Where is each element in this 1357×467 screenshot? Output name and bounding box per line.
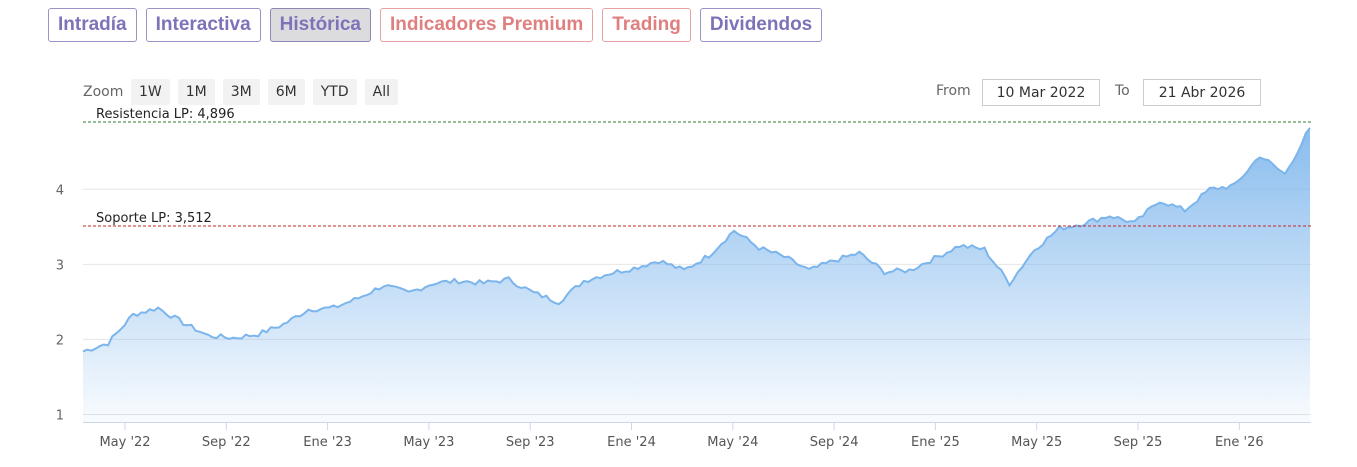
zoom-6m-button[interactable]: 6M [267, 79, 305, 105]
zoom-all-button[interactable]: All [364, 79, 398, 105]
resistance-label: Resistencia LP: 4,896 [96, 107, 235, 122]
x-tick-label: May '25 [1011, 435, 1062, 450]
from-label: From [936, 83, 971, 99]
tab-interactiva[interactable]: Interactiva [145, 8, 261, 42]
tab-dividendos[interactable]: Dividendos [699, 8, 823, 42]
x-tick-label: Sep '25 [1114, 435, 1163, 450]
y-tick-label: 1 [56, 408, 64, 423]
y-tick-label: 3 [56, 258, 64, 273]
price-line [82, 127, 1311, 353]
zoom-1m-button[interactable]: 1M [177, 79, 215, 105]
zoom-label: Zoom [83, 84, 124, 100]
x-tick-label: Ene '24 [607, 435, 656, 450]
x-tick-label: Ene '25 [911, 435, 960, 450]
x-tick-label: Sep '24 [810, 435, 859, 450]
y-tick-label: 4 [56, 183, 64, 198]
chart-tabs: Intradía Interactiva Histórica Indicadores … [48, 8, 823, 42]
tab-trading[interactable]: Trading [602, 8, 691, 42]
from-date-input[interactable]: 10 Mar 2022 [982, 79, 1100, 106]
tab-histórica[interactable]: Histórica [269, 8, 371, 42]
x-tick-label: Ene '26 [1215, 435, 1264, 450]
price-area [83, 127, 1310, 423]
zoom-ytd-button[interactable]: YTD [312, 79, 357, 105]
zoom-buttons: 1W 1M 3M 6M YTD All [131, 79, 398, 105]
x-tick-label: Sep '22 [202, 435, 251, 450]
x-tick-label: Ene '23 [303, 435, 352, 450]
support-label: Soporte LP: 3,512 [96, 211, 212, 226]
zoom-1w-button[interactable]: 1W [131, 79, 170, 105]
x-tick-label: Sep '23 [506, 435, 555, 450]
to-label: To [1115, 83, 1130, 99]
x-tick-label: May '23 [403, 435, 454, 450]
zoom-3m-button[interactable]: 3M [222, 79, 260, 105]
x-tick-label: May '22 [99, 435, 150, 450]
x-tick-label: May '24 [707, 435, 758, 450]
tab-indicadores-premium[interactable]: Indicadores Premium [379, 8, 594, 42]
to-date-input[interactable]: 21 Abr 2026 [1143, 79, 1261, 106]
y-tick-label: 2 [56, 333, 64, 348]
tab-intradía[interactable]: Intradía [48, 8, 137, 42]
